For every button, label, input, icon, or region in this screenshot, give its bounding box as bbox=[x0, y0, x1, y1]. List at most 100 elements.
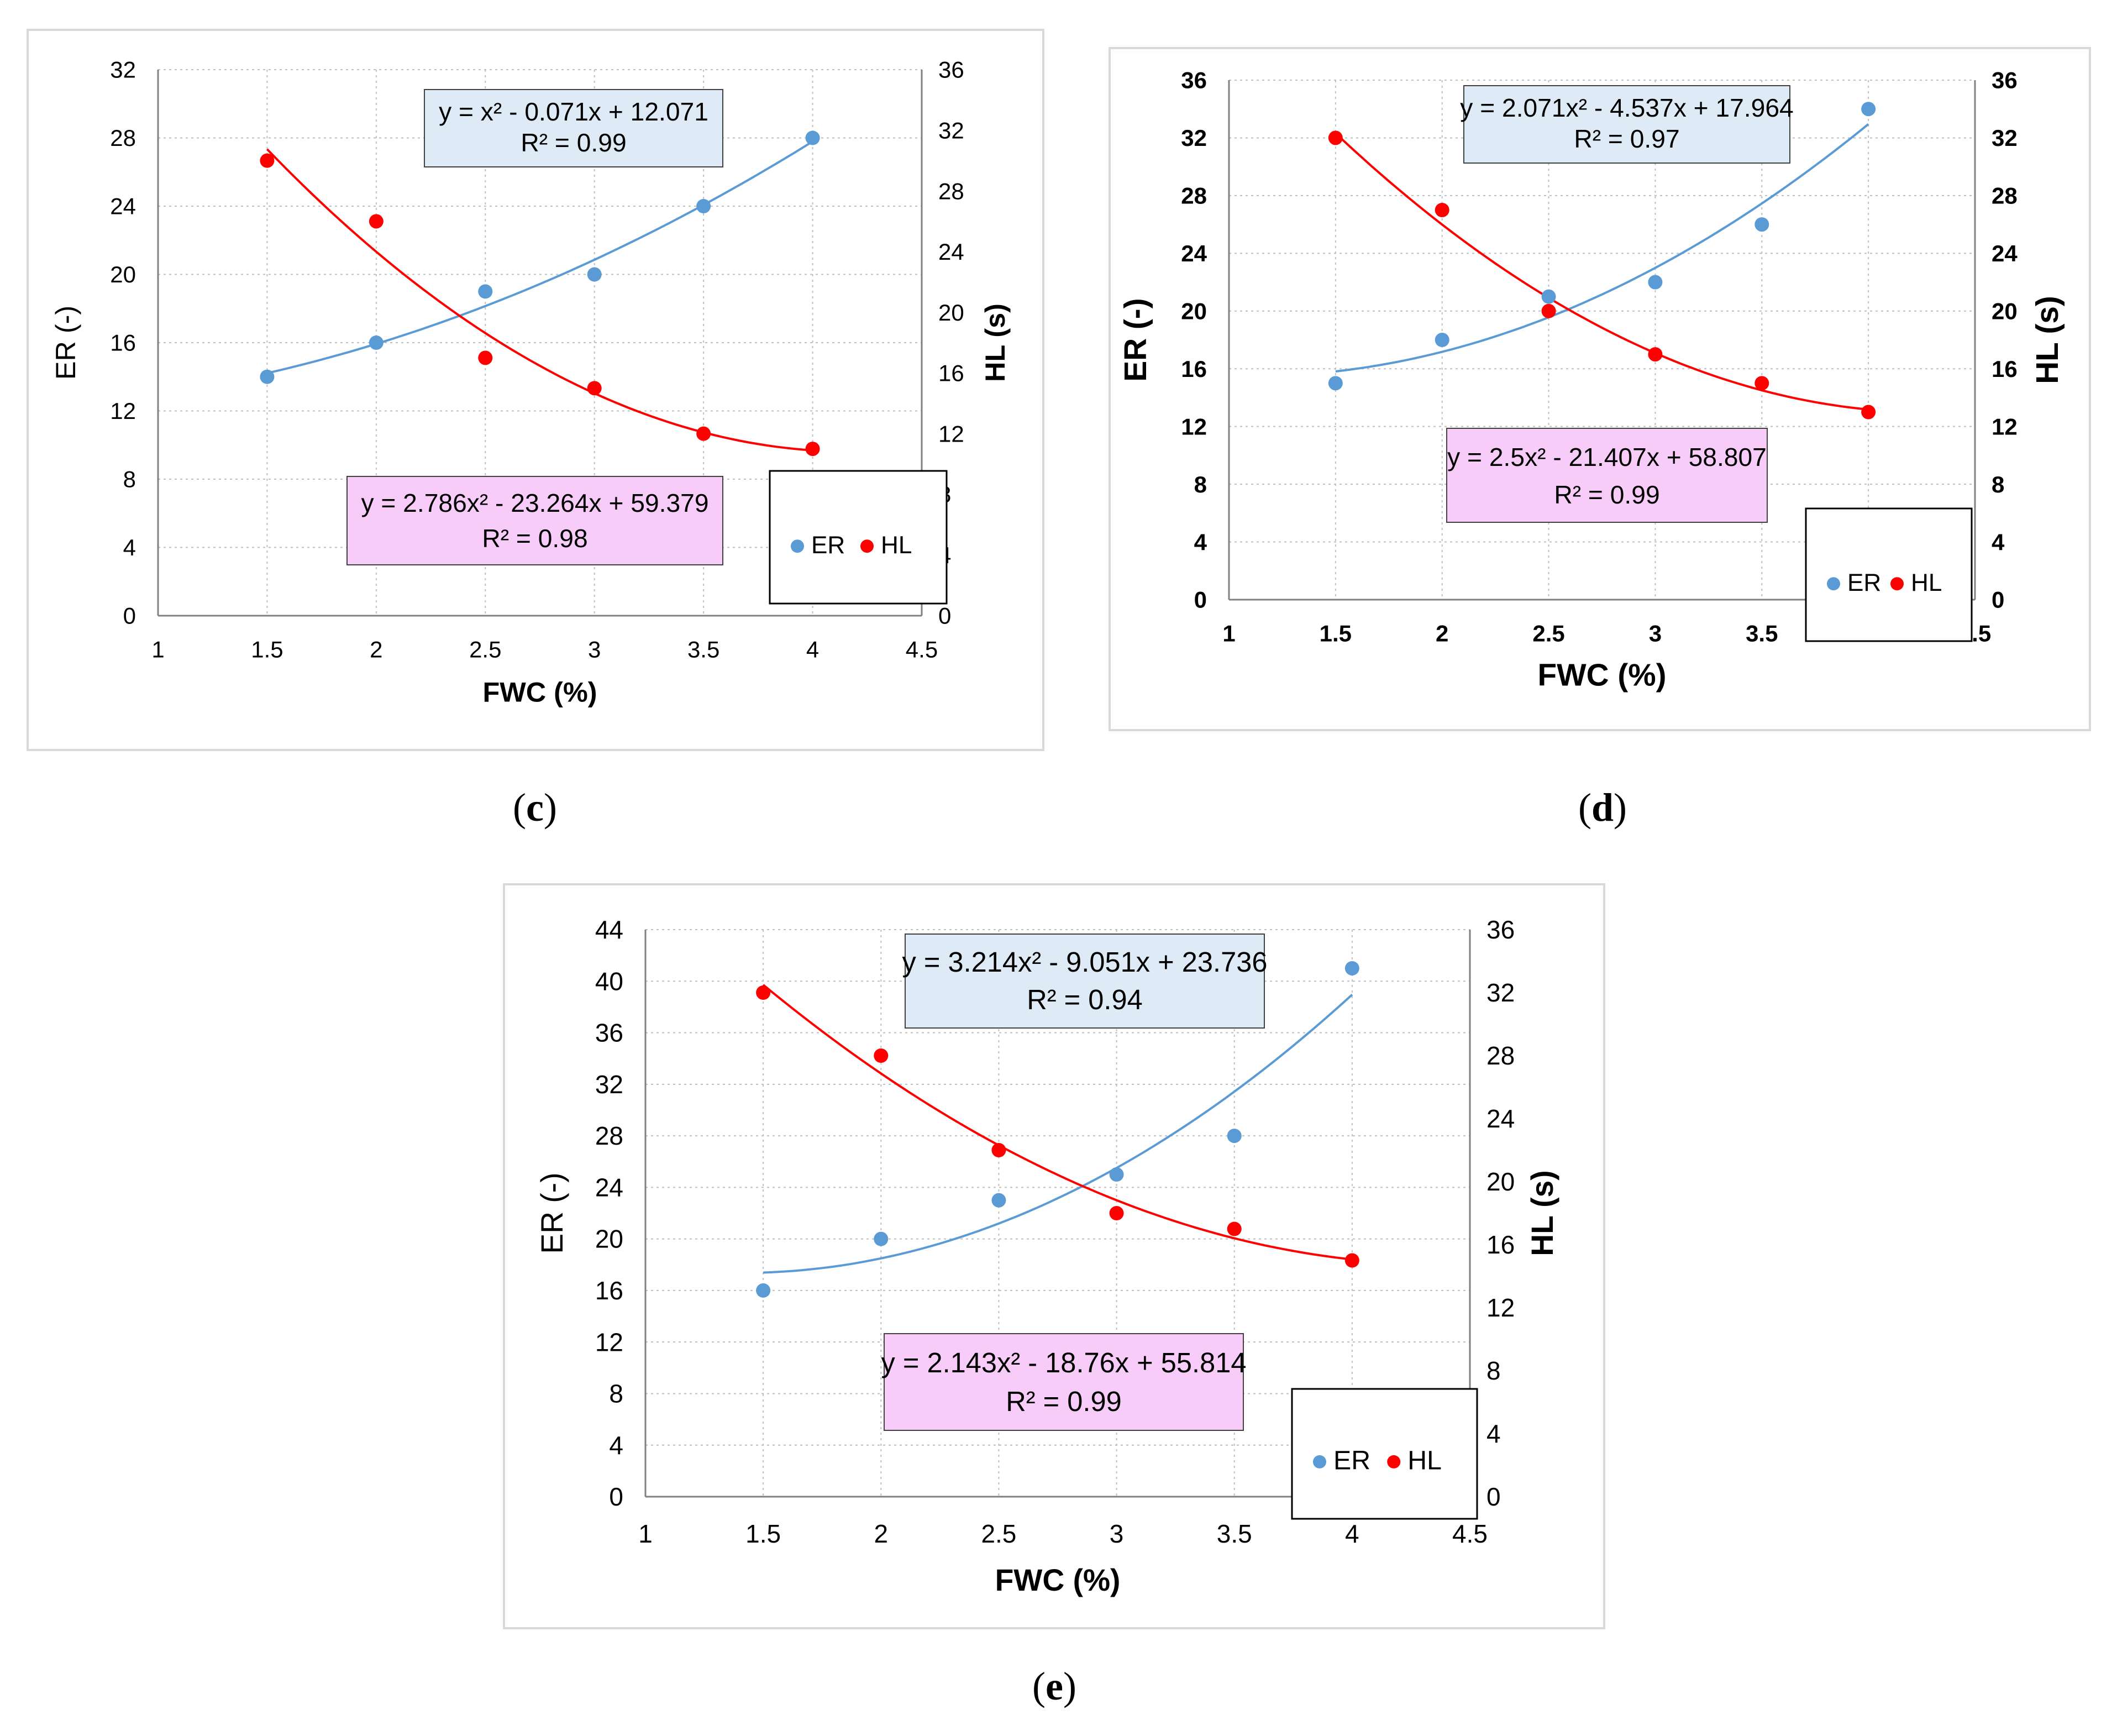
y2-tick-label: 12 bbox=[938, 421, 964, 447]
point-er bbox=[1754, 217, 1769, 232]
y2-axis-title: HL (s) bbox=[979, 303, 1011, 382]
y2-tick-label: 32 bbox=[1992, 125, 2018, 151]
point-hl bbox=[1435, 203, 1449, 217]
trendline-er bbox=[1335, 123, 1869, 373]
y-tick-label: 32 bbox=[110, 57, 136, 83]
point-er bbox=[369, 335, 384, 350]
point-er bbox=[991, 1193, 1006, 1208]
equation-text: y = x² - 0.071x + 12.071 bbox=[439, 97, 708, 126]
point-hl bbox=[1861, 405, 1876, 419]
x-tick-label: 4.5 bbox=[1452, 1519, 1488, 1548]
y-tick-label: 4 bbox=[609, 1431, 623, 1460]
x-tick-label: 2 bbox=[874, 1519, 888, 1548]
y-tick-label: 24 bbox=[110, 193, 136, 219]
y2-tick-label: 8 bbox=[1992, 471, 2004, 497]
point-hl bbox=[1328, 130, 1343, 145]
chart-panel-e: 0 4 8 12 16 20 24 28 32 36 40 44 1 1.5 2 2.5 3 3.5 4 4.5 0 4 8… bbox=[503, 883, 1605, 1629]
equation-text: y = 3.214x² - 9.051x + 23.736 bbox=[902, 946, 1268, 978]
y-tick-label: 28 bbox=[110, 125, 136, 151]
y-tick-label: 32 bbox=[595, 1070, 623, 1099]
y2-axis-title: HL (s) bbox=[2030, 296, 2065, 384]
legend-marker-er bbox=[1313, 1455, 1326, 1468]
y-tick-label: 16 bbox=[110, 330, 136, 356]
equation-box-hl: y = 2.143x² - 18.76x + 55.814 R² = 0.99 bbox=[881, 1333, 1246, 1431]
x-tick-label: 3 bbox=[1110, 1519, 1124, 1548]
chart-panel-d: 0481216202428323611.522.533.544.50481216… bbox=[1109, 47, 2091, 731]
y2-axis-title: HL (s) bbox=[1525, 1170, 1559, 1256]
caption-e: (e) bbox=[1032, 1664, 1076, 1708]
point-er bbox=[805, 130, 820, 145]
y-tick-label: 20 bbox=[595, 1225, 623, 1254]
x-tick-label: 2.5 bbox=[981, 1519, 1016, 1548]
x-tick-label: 1.5 bbox=[251, 637, 283, 663]
y2-tick-label: 36 bbox=[1486, 915, 1515, 944]
legend: ER HL bbox=[1805, 507, 1973, 642]
trendline-er bbox=[763, 994, 1353, 1274]
trendline-hl bbox=[762, 984, 1353, 1261]
equation-box-hl: y = 2.786x² - 23.264x + 59.379 R² = 0.98 bbox=[346, 476, 723, 565]
y2-tick-label: 16 bbox=[1992, 356, 2018, 382]
point-hl bbox=[478, 350, 493, 365]
r2-text: R² = 0.99 bbox=[1554, 480, 1659, 509]
x-tick-label: 4.5 bbox=[906, 637, 938, 663]
point-er bbox=[756, 1283, 771, 1298]
y2-tick-label: 24 bbox=[1992, 240, 2018, 266]
y2-tick-label: 24 bbox=[938, 239, 964, 265]
equation-text: y = 2.5x² - 21.407x + 58.807 bbox=[1447, 443, 1767, 471]
point-er bbox=[1648, 275, 1663, 290]
y-tick-label: 0 bbox=[1194, 587, 1207, 613]
legend-label-hl: HL bbox=[1407, 1446, 1442, 1476]
equation-text: y = 2.786x² - 23.264x + 59.379 bbox=[361, 489, 708, 517]
trendline-er bbox=[266, 140, 813, 375]
x-axis-title: FWC (%) bbox=[482, 676, 597, 707]
y-tick-label: 20 bbox=[1181, 298, 1207, 324]
y2-tick-label: 28 bbox=[938, 178, 964, 204]
point-hl bbox=[1754, 376, 1769, 391]
legend: ER HL bbox=[1291, 1388, 1478, 1520]
y2-tick-label: 28 bbox=[1486, 1041, 1515, 1070]
point-er bbox=[1109, 1167, 1124, 1182]
x-tick-label: 3 bbox=[1649, 621, 1662, 647]
r2-text: R² = 0.97 bbox=[1574, 124, 1679, 153]
legend-marker-hl bbox=[1387, 1455, 1401, 1468]
chart-c: 04812162024283211.522.533.544.5048121620… bbox=[27, 29, 1044, 751]
x-tick-label: 1 bbox=[151, 637, 164, 663]
y2-tick-label: 4 bbox=[1486, 1419, 1501, 1448]
legend-marker-hl bbox=[1890, 577, 1904, 591]
y-tick-label: 8 bbox=[123, 466, 136, 492]
legend-marker-er bbox=[1827, 577, 1840, 591]
x-axis-title: FWC (%) bbox=[995, 1563, 1121, 1597]
y-tick-label: 24 bbox=[1181, 240, 1207, 266]
trendline-hl bbox=[1335, 132, 1869, 411]
y-tick-label: 20 bbox=[110, 261, 136, 287]
point-hl bbox=[1109, 1206, 1124, 1220]
x-tick-label: 3 bbox=[588, 637, 601, 663]
r2-text: R² = 0.99 bbox=[1006, 1386, 1122, 1417]
x-tick-label: 1.5 bbox=[1320, 621, 1352, 647]
y-tick-label: 12 bbox=[595, 1328, 623, 1356]
r2-text: R² = 0.99 bbox=[521, 128, 626, 157]
y2-tick-label: 36 bbox=[938, 57, 964, 83]
point-hl bbox=[805, 442, 820, 457]
y2-tick-label: 24 bbox=[1486, 1104, 1515, 1133]
point-er bbox=[1435, 333, 1449, 347]
y-tick-label: 8 bbox=[609, 1380, 623, 1408]
caption-c: (c) bbox=[513, 785, 557, 830]
point-er bbox=[1328, 376, 1343, 391]
r2-text: R² = 0.94 bbox=[1027, 984, 1143, 1015]
y-tick-label: 44 bbox=[595, 915, 623, 944]
y2-tick-label: 28 bbox=[1992, 183, 2018, 209]
x-tick-label: 1 bbox=[1222, 621, 1235, 647]
point-hl bbox=[1541, 303, 1556, 318]
y-axis-title: ER (-) bbox=[535, 1172, 569, 1254]
point-hl bbox=[260, 153, 275, 168]
y-tick-label: 16 bbox=[1181, 356, 1207, 382]
x-axis-title: FWC (%) bbox=[1538, 658, 1667, 693]
y-tick-label: 8 bbox=[1194, 471, 1207, 497]
legend-label-hl: HL bbox=[881, 532, 912, 559]
y2-tick-label: 0 bbox=[938, 603, 951, 629]
x-tick-label: 2 bbox=[1436, 621, 1448, 647]
point-hl bbox=[1227, 1221, 1242, 1236]
x-tick-label: 1 bbox=[638, 1519, 653, 1548]
